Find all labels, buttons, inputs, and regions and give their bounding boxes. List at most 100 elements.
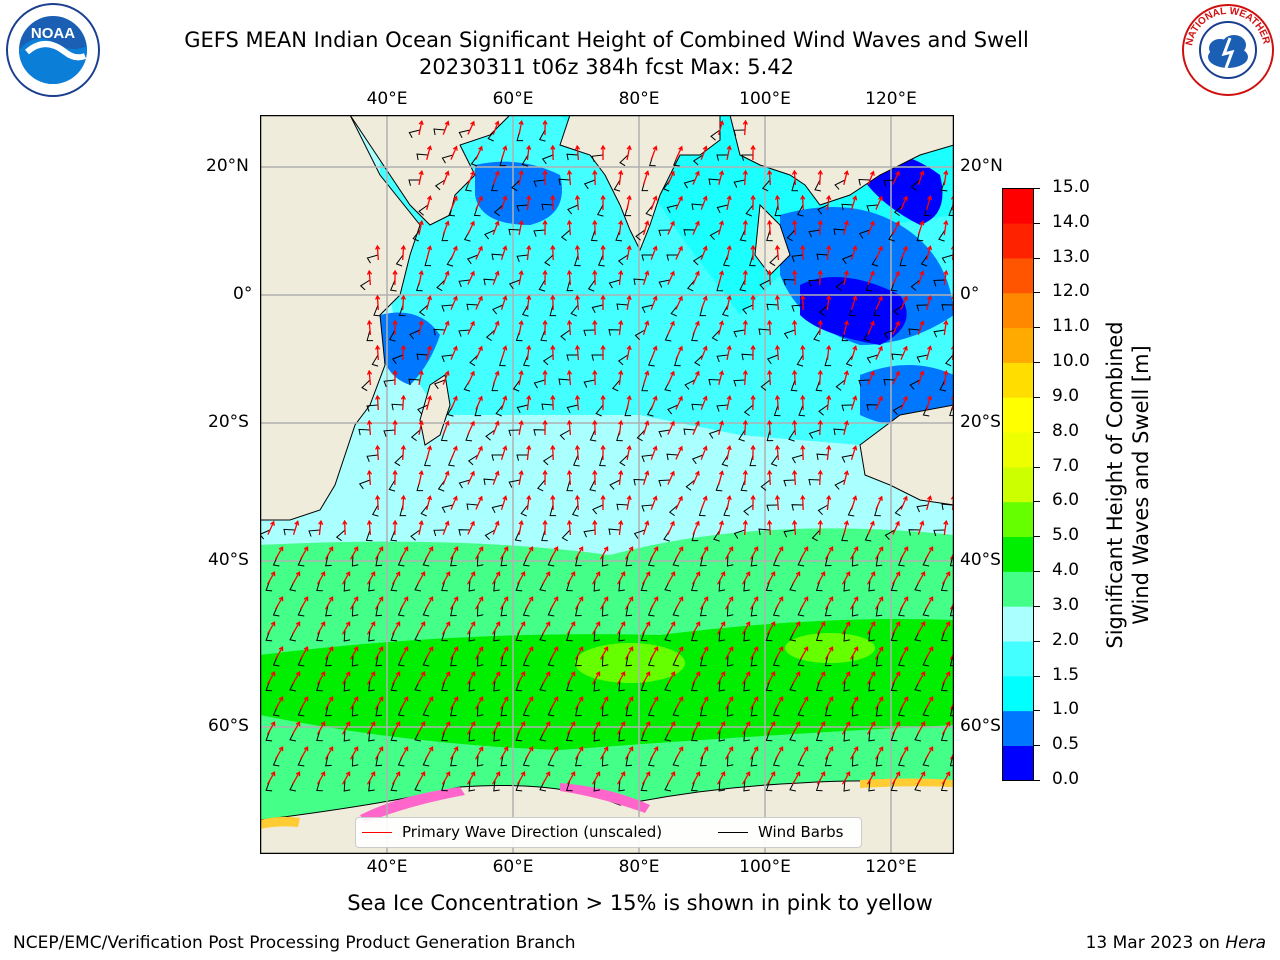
wave-direction-arrow <box>299 746 309 760</box>
wave-direction-arrow <box>391 771 401 785</box>
wave-direction-arrow <box>926 195 933 210</box>
wave-direction-arrow <box>418 169 424 186</box>
wave-direction-arrow <box>641 671 651 685</box>
wave-direction-arrow <box>349 546 359 560</box>
wind-barb <box>433 128 446 136</box>
colorbar-tick-label: 4.0 <box>1052 560 1080 581</box>
wave-direction-arrow <box>566 519 573 536</box>
wind-barb <box>739 229 747 242</box>
wave-direction-arrow <box>542 469 548 486</box>
wind-barb <box>699 604 707 617</box>
wind-barb <box>441 354 454 362</box>
wind-barb <box>437 479 446 492</box>
wave-direction-arrow <box>450 345 458 360</box>
wave-direction-arrow <box>600 244 606 260</box>
wave-direction-arrow <box>867 370 875 385</box>
wave-direction-arrow <box>618 169 624 186</box>
wind-barb <box>399 504 407 517</box>
wind-barb <box>325 654 332 667</box>
wind-barb <box>368 779 375 792</box>
wave-direction-arrow <box>750 494 756 511</box>
wave-direction-arrow <box>442 470 450 485</box>
wind-barb <box>909 379 921 390</box>
wave-direction-arrow <box>375 244 381 261</box>
wind-barb <box>450 754 457 767</box>
wave-direction-arrow <box>366 721 376 735</box>
wave-direction-arrow <box>526 194 532 211</box>
wind-barb <box>868 679 875 692</box>
wind-barb <box>476 654 484 667</box>
wave-direction-arrow <box>341 621 351 635</box>
wave-direction-arrow <box>518 419 524 436</box>
wind-barb <box>949 604 954 617</box>
wind-barb <box>343 729 351 742</box>
wave-direction-arrow <box>650 445 658 460</box>
wind-barb <box>716 204 729 214</box>
wave-direction-arrow <box>875 195 883 210</box>
wind-barb <box>493 629 500 642</box>
wave-direction-arrow <box>917 370 925 385</box>
wind-barb <box>492 304 504 315</box>
wave-direction-arrow <box>791 621 801 635</box>
wave-direction-arrow <box>526 394 532 411</box>
wave-direction-arrow <box>449 746 459 760</box>
wave-direction-arrow <box>566 169 573 186</box>
wave-direction-arrow <box>874 746 884 760</box>
wave-direction-arrow <box>791 771 801 785</box>
wave-direction-arrow <box>526 294 532 311</box>
wind-barb <box>758 528 771 536</box>
lat-label-left: 20°N <box>206 156 249 176</box>
wind-barb <box>749 454 757 467</box>
wave-direction-arrow <box>824 646 834 660</box>
wind-barb <box>749 254 756 267</box>
wind-barb <box>726 604 734 617</box>
wave-direction-arrow <box>418 469 424 486</box>
wave-direction-arrow <box>742 369 748 386</box>
wave-direction-arrow <box>843 220 850 236</box>
wave-direction-arrow <box>649 546 659 560</box>
wind-barb <box>640 779 648 792</box>
wave-direction-arrow <box>843 320 850 336</box>
wave-direction-arrow <box>841 621 851 635</box>
wind-barb <box>808 279 821 287</box>
wind-barb <box>468 579 476 592</box>
wind-barb <box>741 353 754 361</box>
wave-direction-arrow <box>618 269 624 286</box>
wind-barb <box>843 779 850 792</box>
wind-barb <box>818 404 829 416</box>
colorbar-tick-mark <box>1034 431 1040 433</box>
wave-direction-arrow <box>266 571 276 585</box>
wave-direction-arrow <box>541 721 551 735</box>
wave-direction-arrow <box>875 345 883 360</box>
wind-barb <box>508 479 521 488</box>
wind-barb <box>866 354 879 364</box>
wave-direction-arrow <box>499 746 509 760</box>
wind-barb <box>640 679 648 692</box>
wind-barb <box>574 254 581 267</box>
wind-barb <box>522 354 530 367</box>
wave-direction-arrow <box>574 194 581 211</box>
wave-direction-arrow <box>892 370 900 385</box>
wind-barb <box>691 203 704 211</box>
wave-direction-arrow <box>599 546 609 560</box>
wave-direction-arrow <box>349 646 359 660</box>
wind-barb <box>759 279 771 290</box>
wave-direction-arrow <box>766 721 776 735</box>
wave-direction-arrow <box>591 571 601 585</box>
wind-barb <box>933 329 946 338</box>
wind-barb <box>815 629 823 642</box>
wave-direction-arrow <box>899 596 909 610</box>
wave-direction-arrow <box>741 571 751 585</box>
wind-barb <box>933 279 946 287</box>
wind-barb <box>541 203 554 211</box>
wind-barb <box>718 629 726 642</box>
wave-direction-arrow <box>274 696 284 710</box>
wind-barb <box>366 329 374 342</box>
wave-direction-arrow <box>618 469 624 486</box>
wave-direction-arrow <box>626 194 632 211</box>
wind-barb <box>815 729 823 742</box>
wave-direction-arrow <box>917 520 925 535</box>
wave-direction-arrow <box>726 194 732 211</box>
wave-direction-arrow <box>891 671 901 685</box>
wave-direction-arrow <box>550 444 556 461</box>
